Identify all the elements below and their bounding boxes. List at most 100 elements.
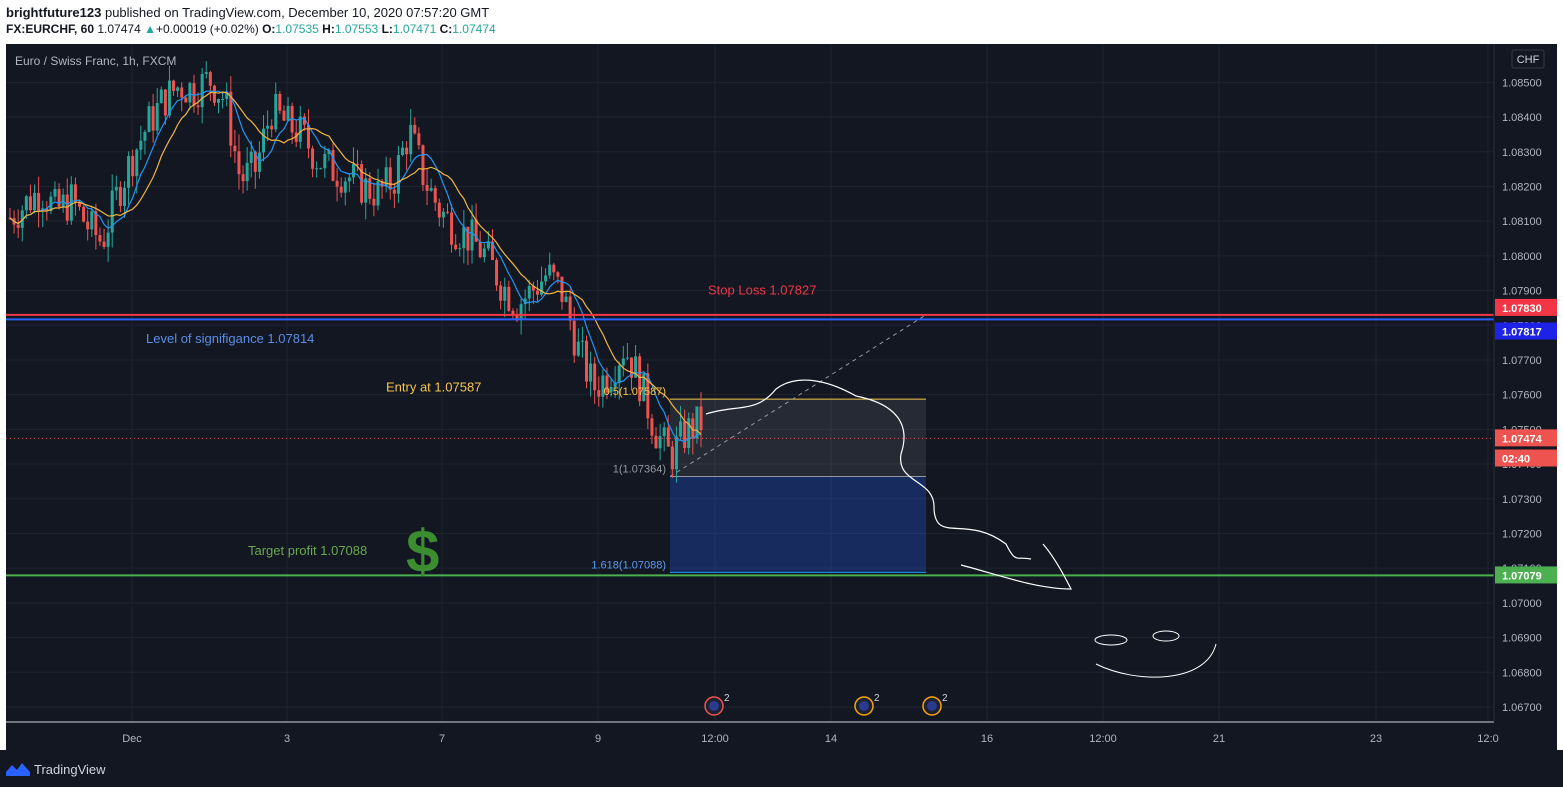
candle-body	[24, 196, 28, 211]
fib-label-1618: 1.618(1.07088)	[591, 559, 666, 571]
price-label-stop-loss-box[interactable]	[1495, 298, 1557, 316]
candle-body	[482, 248, 486, 258]
candle-body	[417, 133, 421, 146]
y-tick-label: 1.07900	[1502, 286, 1542, 298]
candle-body	[57, 189, 61, 207]
candle-body	[45, 208, 49, 212]
freehand-eye-right[interactable]	[1152, 630, 1180, 642]
event-flag-icon	[859, 701, 869, 711]
fib-trend-line	[669, 314, 927, 477]
candle-body	[437, 202, 441, 218]
candle-body	[147, 106, 151, 132]
price-label-last[interactable]: 1.07474	[1502, 433, 1543, 445]
candle-body	[73, 184, 77, 203]
candle-body	[200, 73, 204, 108]
candle-body	[180, 87, 184, 98]
y-tick-label: 1.08400	[1502, 112, 1542, 124]
candle-body	[90, 211, 94, 230]
candle-body	[445, 211, 449, 213]
candle-body	[544, 275, 548, 282]
candle-body	[278, 93, 282, 111]
price-label-stop-loss[interactable]: 1.07830	[1502, 303, 1542, 315]
freehand-path[interactable]	[705, 379, 1032, 560]
candle-body	[646, 373, 650, 419]
candle-body	[212, 85, 216, 103]
price-label-target[interactable]: 1.07079	[1502, 570, 1542, 582]
candle-body	[625, 357, 629, 359]
y-tick-label: 1.07600	[1502, 390, 1542, 402]
candle-body	[106, 232, 110, 247]
candle-body	[687, 418, 691, 448]
candle-body	[364, 178, 368, 203]
candle-body	[421, 145, 425, 186]
freehand-smile[interactable]	[1095, 643, 1217, 678]
x-tick-label: 14	[825, 733, 837, 745]
freehand-arrow[interactable]	[960, 543, 1072, 590]
candle-body	[122, 187, 126, 206]
candle-body	[311, 148, 315, 169]
open-label: O:	[262, 22, 276, 36]
publisher-name[interactable]: brightfuture123	[6, 5, 102, 20]
tradingview-logo[interactable]: TradingView	[6, 760, 106, 778]
candle-body	[28, 196, 32, 211]
tradingview-logo-icon	[6, 763, 30, 776]
candle-body	[392, 189, 396, 194]
price-label-countdown-box[interactable]	[1495, 449, 1557, 467]
candle-body	[139, 140, 143, 150]
candle-body	[266, 125, 270, 129]
significance-annotation[interactable]: Level of signifigance 1.07814	[146, 331, 314, 346]
candle-body	[127, 155, 131, 188]
y-tick-label: 1.07700	[1502, 355, 1542, 367]
candle-body	[576, 341, 580, 356]
y-tick-label: 1.07200	[1502, 528, 1542, 540]
high-value: 1.07553	[334, 22, 379, 36]
candle-body	[262, 128, 266, 153]
price-label-target-box[interactable]	[1495, 566, 1557, 584]
candle-body	[159, 89, 163, 104]
candle-body	[229, 91, 233, 146]
candle-body	[490, 241, 494, 260]
price-label-countdown[interactable]: 02:40	[1502, 453, 1530, 465]
candle-body	[151, 106, 155, 131]
candle-body	[306, 124, 310, 149]
ohlc-line: FX:EURCHF, 60 1.07474 ▲+0.00019 (+0.02%)…	[6, 22, 496, 36]
price-label-significance-box[interactable]	[1495, 322, 1557, 340]
price-label-significance[interactable]: 1.07817	[1502, 326, 1542, 338]
candle-body	[102, 241, 106, 247]
candle-body	[666, 427, 670, 447]
candle-body	[495, 259, 499, 286]
candle-body	[511, 310, 515, 315]
price-label-last-box[interactable]	[1495, 429, 1557, 447]
close-label: C:	[439, 22, 453, 36]
candle-body	[16, 224, 20, 228]
x-tick-label: 9	[595, 733, 601, 745]
candle-body	[568, 296, 572, 321]
currency-badge-box[interactable]	[1511, 49, 1545, 69]
stop-loss-annotation[interactable]: Stop Loss 1.07827	[708, 283, 816, 298]
candle-body	[184, 97, 188, 103]
x-tick-label: 12:0	[1477, 733, 1498, 745]
candle-body	[564, 296, 568, 302]
candle-body	[593, 363, 597, 391]
candle-body	[69, 184, 73, 221]
currency-badge[interactable]: CHF	[1517, 54, 1540, 66]
candle-body	[597, 390, 601, 397]
chart-area[interactable]: Stop Loss 1.07827 Level of signifigance 1…	[6, 44, 1557, 750]
freehand-eye-left[interactable]	[1094, 634, 1128, 646]
candle-body	[33, 192, 37, 211]
chart-svg[interactable]: Stop Loss 1.07827 Level of signifigance 1…	[6, 44, 1557, 750]
candle-body	[670, 446, 674, 470]
candle-body	[515, 314, 519, 321]
candle-body	[679, 421, 683, 437]
y-tick-label: 1.06800	[1502, 667, 1542, 679]
y-tick-label: 1.08500	[1502, 77, 1542, 89]
candle-body	[172, 80, 176, 91]
candle-body	[323, 153, 327, 169]
dollar-annotation[interactable]: $	[406, 518, 439, 585]
drawings-front[interactable]: Stop Loss 1.07827 Level of signifigance 1…	[6, 283, 1494, 716]
entry-annotation[interactable]: Entry at 1.07587	[386, 380, 481, 395]
target-annotation[interactable]: Target profit 1.07088	[248, 543, 367, 558]
candle-body	[302, 116, 306, 125]
candle-body	[396, 155, 400, 194]
candle-body	[94, 211, 98, 236]
